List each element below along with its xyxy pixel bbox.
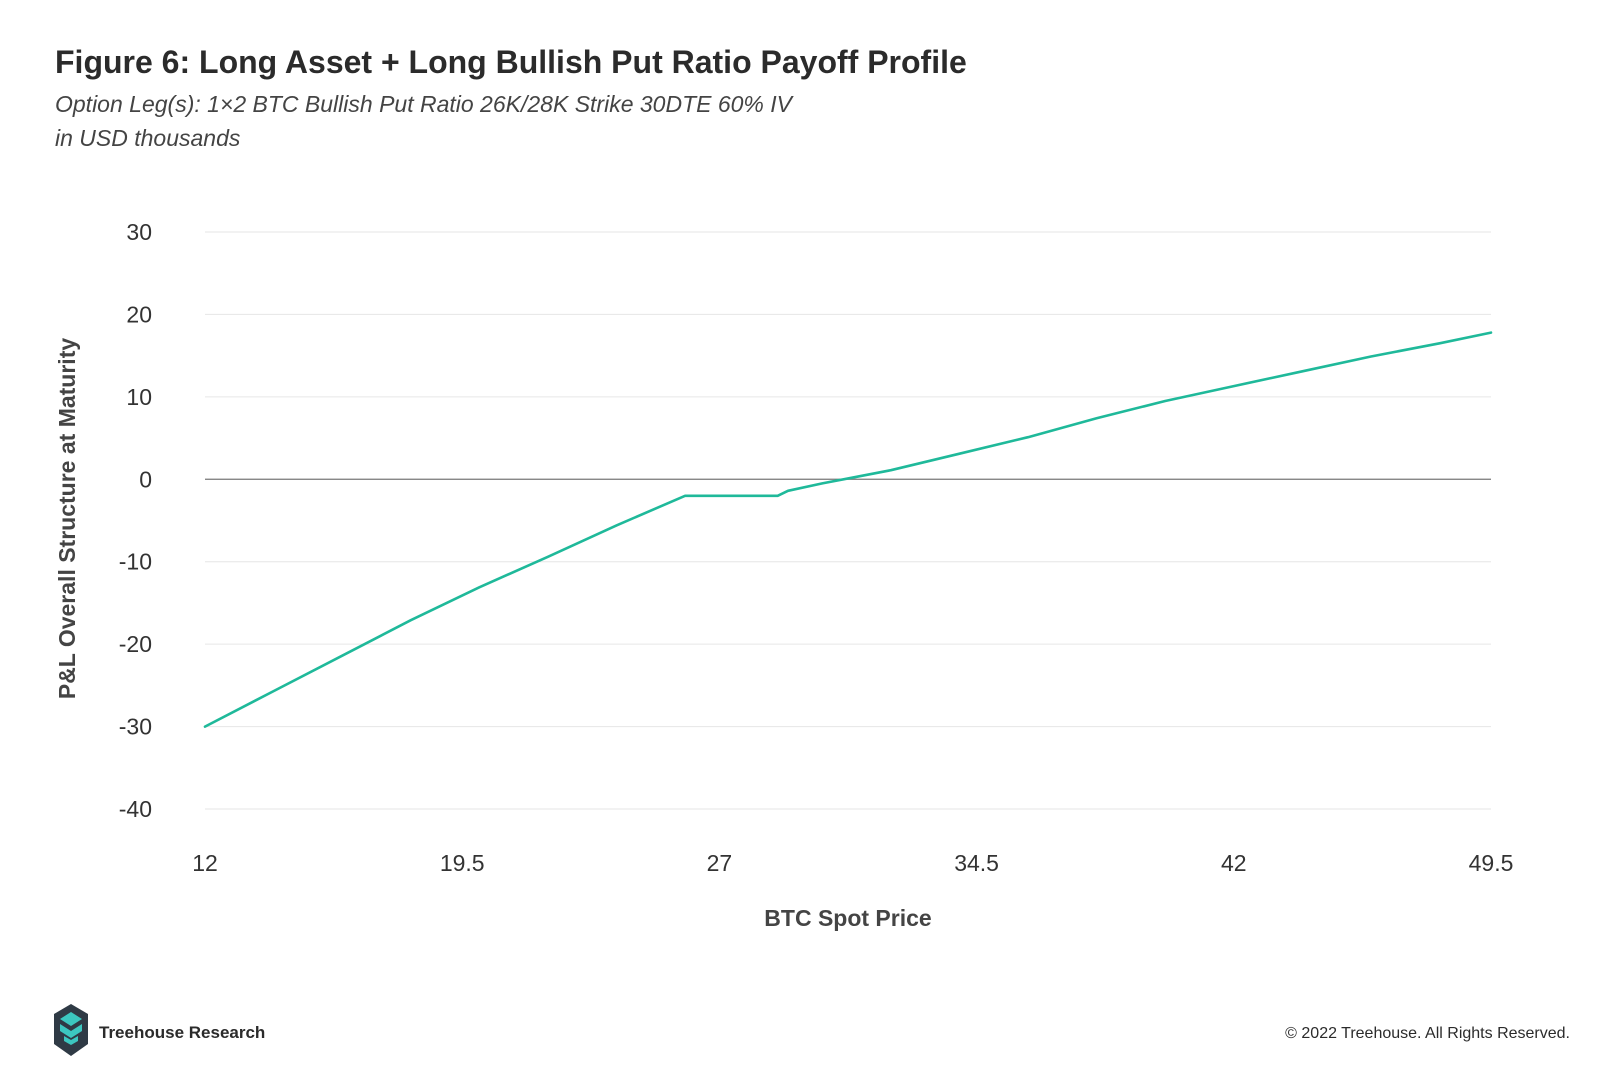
- y-tick-label: -20: [119, 631, 152, 657]
- x-tick-label: 42: [1221, 850, 1247, 876]
- footer-brand: Treehouse Research: [99, 1023, 266, 1042]
- x-tick-label: 27: [707, 850, 733, 876]
- y-tick-label: -40: [119, 796, 152, 822]
- y-tick-label: 0: [139, 466, 152, 492]
- y-tick-labels: 30 20 10 0 -10 -20 -30 -40: [119, 219, 152, 822]
- y-tick-label: 30: [126, 219, 152, 245]
- x-tick-label: 49.5: [1469, 850, 1514, 876]
- y-tick-label: 20: [126, 301, 152, 327]
- footer-copyright: © 2022 Treehouse. All Rights Reserved.: [1285, 1025, 1570, 1042]
- y-tick-label: -10: [119, 549, 152, 575]
- x-tick-label: 34.5: [954, 850, 999, 876]
- chart-title: Figure 6: Long Asset + Long Bullish Put …: [55, 44, 967, 80]
- y-axis-title: P&L Overall Structure at Maturity: [54, 338, 80, 699]
- x-tick-label: 19.5: [440, 850, 485, 876]
- treehouse-logo-icon: [54, 1004, 88, 1056]
- grid-lines: [205, 231, 1491, 810]
- y-tick-label: -30: [119, 714, 152, 740]
- y-tick-label: 10: [126, 384, 152, 410]
- series-lines: [203, 331, 1493, 728]
- x-axis-title: BTC Spot Price: [764, 905, 931, 931]
- x-tick-label: 12: [192, 850, 218, 876]
- chart-subtitle: Option Leg(s): 1×2 BTC Bullish Put Ratio…: [55, 91, 792, 117]
- chart-units: in USD thousands: [55, 125, 241, 151]
- x-tick-labels: 12 19.5 27 34.5 42 49.5: [192, 850, 1513, 876]
- series-line: [203, 331, 1493, 728]
